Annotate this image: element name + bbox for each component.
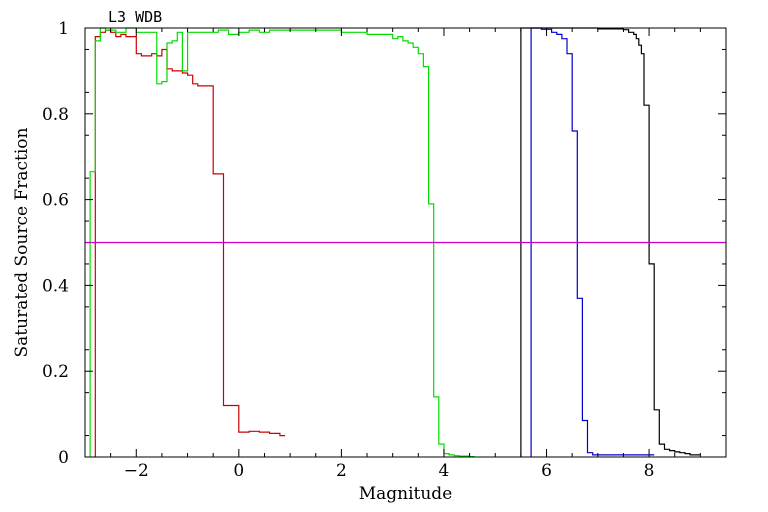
- plot-frame: [84, 27, 727, 458]
- y-tick-label: 0.8: [42, 105, 69, 125]
- plot-content: [85, 27, 726, 458]
- annotation-label: L3 WDB: [108, 8, 162, 26]
- x-tick-label: −2: [124, 461, 149, 481]
- axis-ticks: [84, 27, 727, 458]
- y-tick-label: 0: [58, 448, 69, 468]
- x-axis-label: Magnitude: [359, 484, 453, 504]
- y-tick-label: 0.4: [42, 276, 69, 296]
- x-tick-label: 2: [336, 461, 347, 481]
- x-tick-label: 8: [644, 461, 655, 481]
- x-tick-label: 6: [541, 461, 552, 481]
- x-tick-label: 4: [439, 461, 450, 481]
- axis-tick-labels: −2 0 2 4 6 8 0 0.2 0.4 0.6 0.8 1: [42, 19, 655, 481]
- series-line-2: [94, 29, 285, 457]
- x-tick-label: 0: [233, 461, 244, 481]
- y-tick-label: 0.2: [42, 362, 69, 382]
- series-line-1: [530, 27, 655, 457]
- series-line-0: [520, 27, 701, 457]
- series-line-3: [89, 27, 475, 458]
- y-tick-label: 1: [58, 19, 69, 39]
- y-tick-label: 0.6: [42, 191, 69, 211]
- y-axis-label: Saturated Source Fraction: [12, 127, 32, 357]
